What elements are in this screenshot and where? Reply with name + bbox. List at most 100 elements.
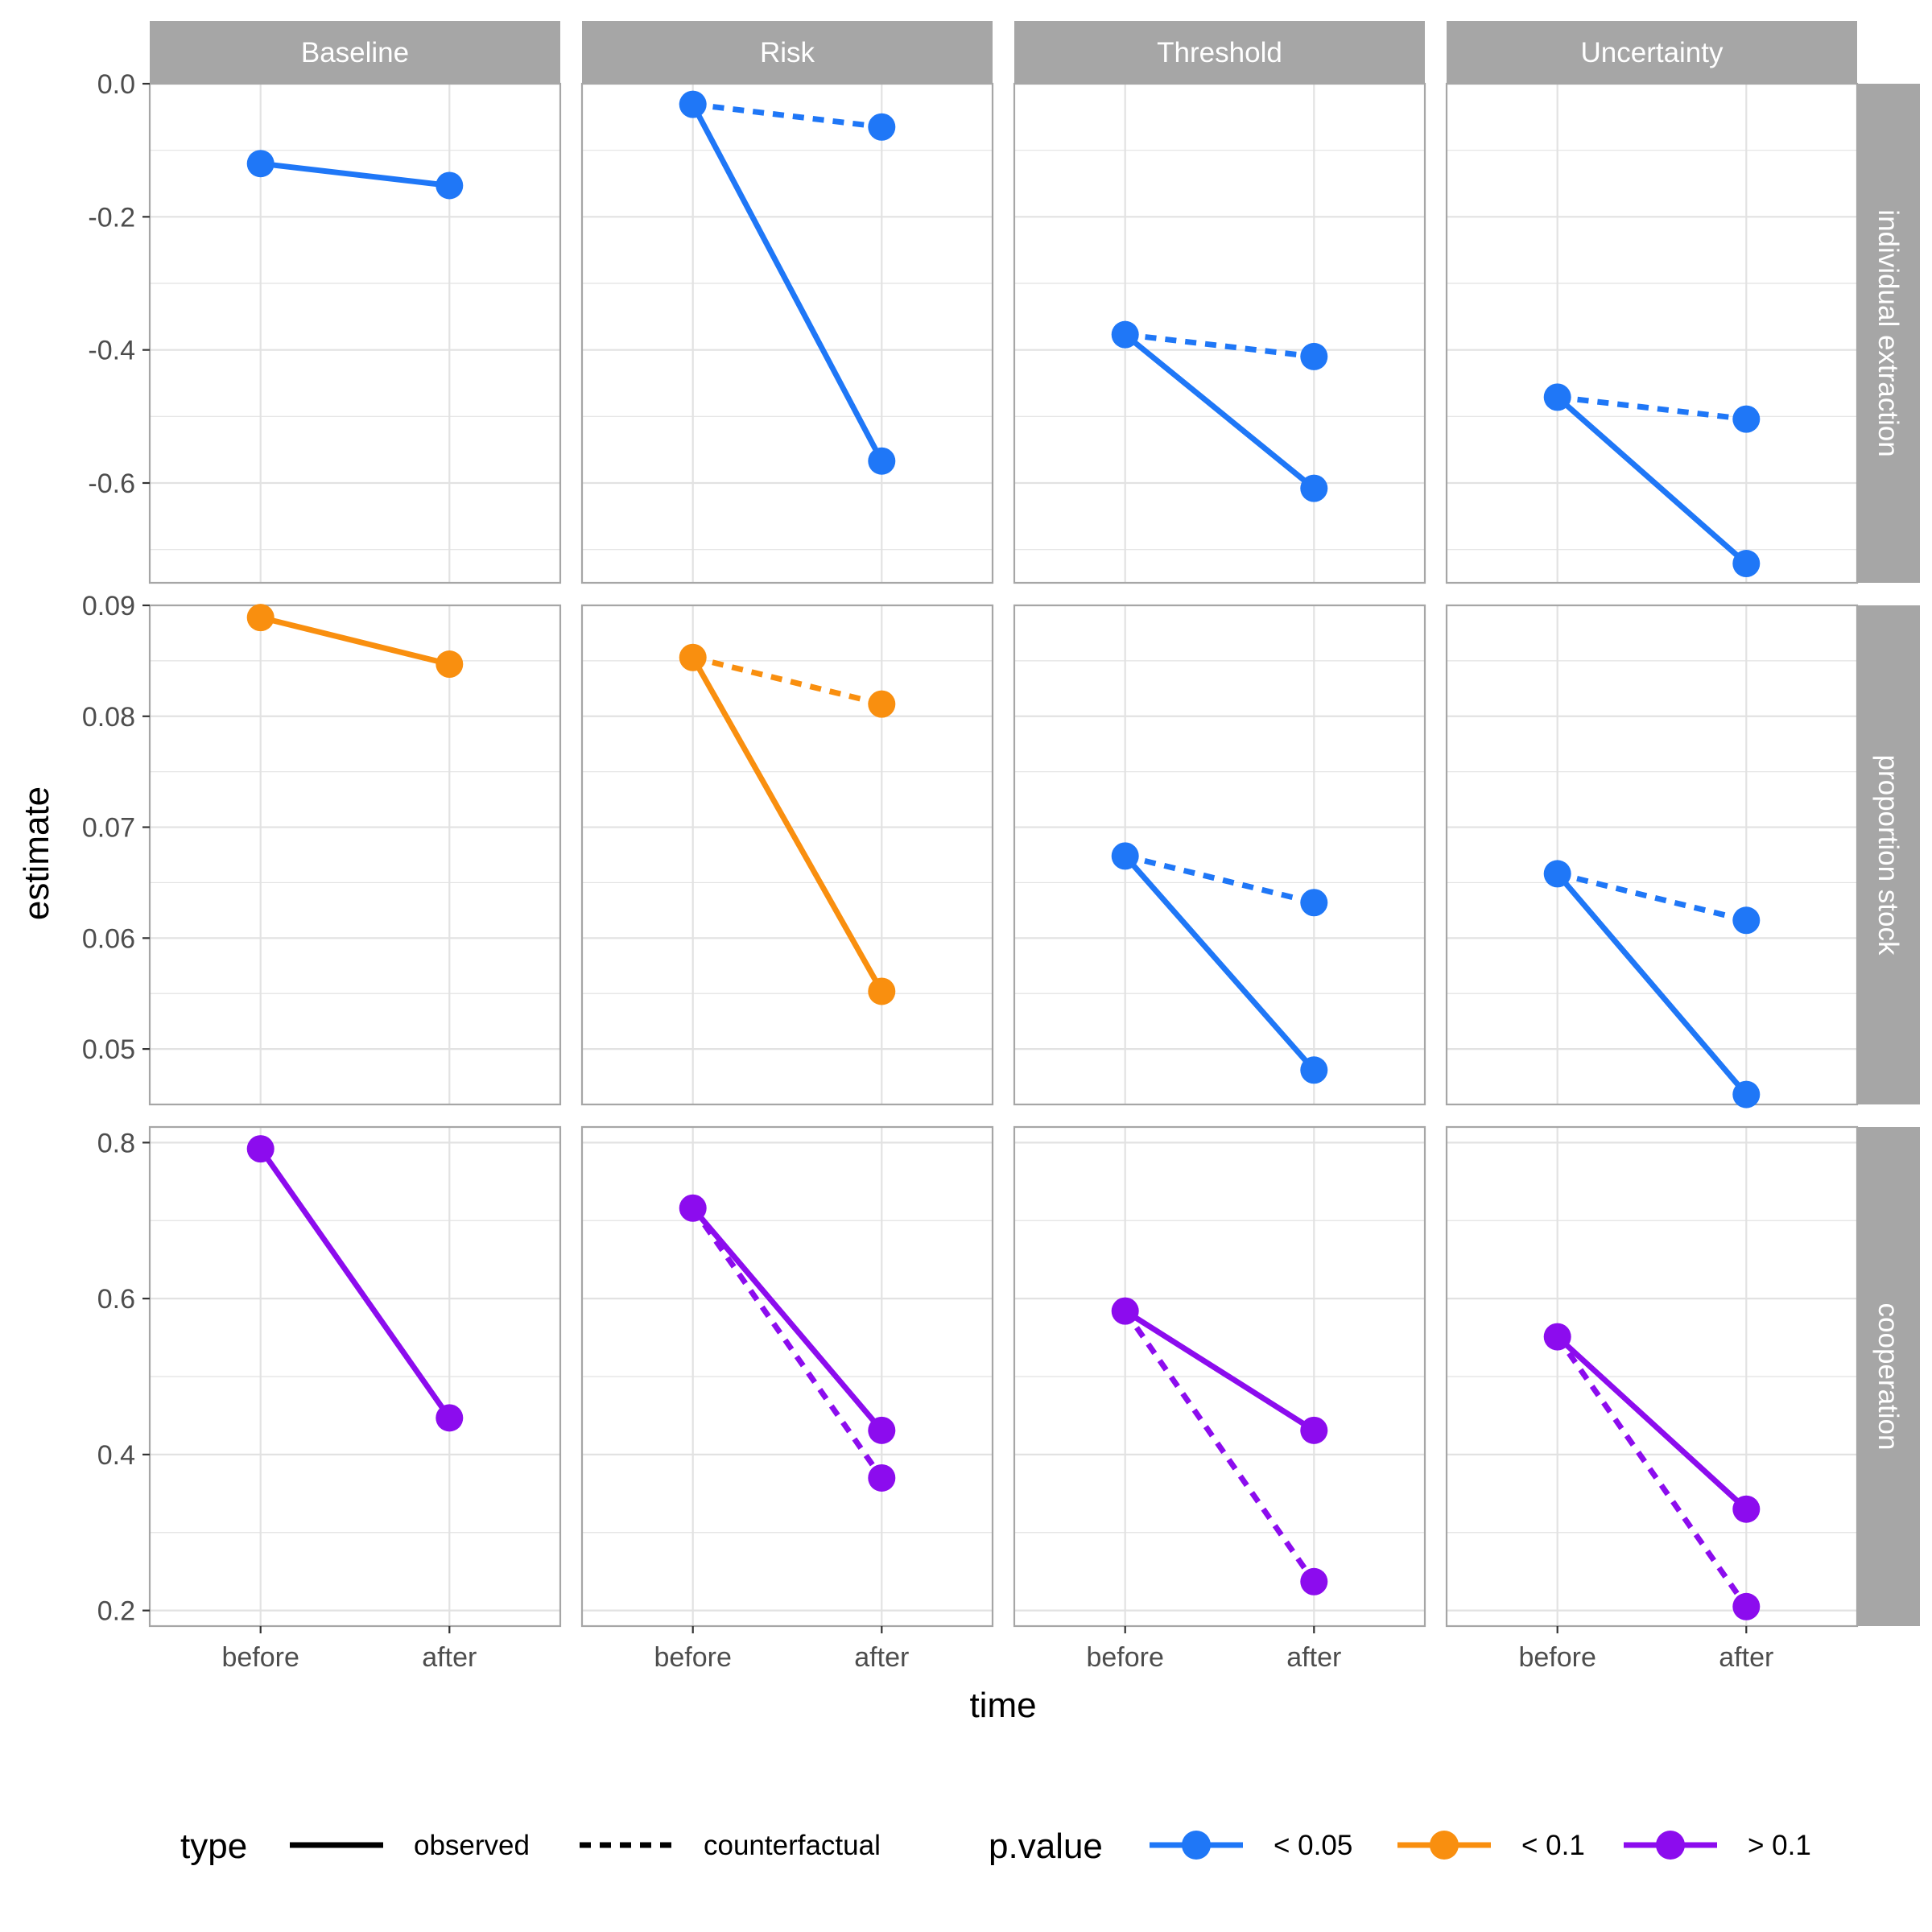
y-axis-title: estimate bbox=[17, 786, 56, 920]
panel-border bbox=[148, 604, 562, 1106]
column-strip bbox=[1447, 21, 1857, 84]
panel-2-3 bbox=[1445, 1125, 1859, 1628]
panel-background bbox=[1447, 605, 1857, 1104]
panel-border bbox=[1013, 1125, 1426, 1628]
y-tick-label: -0.6 bbox=[88, 469, 135, 499]
legend-pvalue-label: < 0.05 bbox=[1274, 1830, 1352, 1861]
y-tick-label: -0.2 bbox=[88, 202, 135, 233]
observed-line bbox=[1555, 1335, 1748, 1512]
counterfactual-point bbox=[1732, 1592, 1761, 1620]
panel-background bbox=[1014, 84, 1425, 583]
series-0-3 bbox=[1543, 383, 1761, 578]
series-2-0 bbox=[246, 1135, 464, 1432]
panel-background bbox=[1447, 84, 1857, 583]
counterfactual-point bbox=[1300, 889, 1328, 917]
observed-point-before bbox=[1543, 383, 1571, 411]
x-tick-label: after bbox=[422, 1642, 477, 1673]
series-2-3 bbox=[1543, 1323, 1761, 1620]
observed-point-before bbox=[1543, 1323, 1571, 1351]
y-tick-label: 0.4 bbox=[97, 1440, 135, 1471]
observed-line bbox=[1123, 1308, 1316, 1433]
legend-pvalue-label: > 0.1 bbox=[1748, 1830, 1811, 1861]
column-strip bbox=[150, 21, 560, 84]
x-axis-title: time bbox=[969, 1686, 1036, 1725]
panel-1-2 bbox=[1013, 604, 1426, 1106]
panel-0-2 bbox=[1013, 82, 1426, 584]
panel-border bbox=[580, 1125, 994, 1628]
observed-point-after bbox=[1732, 1495, 1761, 1523]
observed-point-after bbox=[868, 1416, 896, 1444]
counterfactual-point bbox=[868, 113, 896, 141]
panel-border bbox=[1013, 604, 1426, 1106]
counterfactual-point bbox=[1732, 906, 1761, 935]
panel-background bbox=[150, 84, 560, 583]
counterfactual-line bbox=[1124, 852, 1315, 906]
observed-line bbox=[259, 614, 451, 667]
panel-0-3 bbox=[1445, 82, 1859, 584]
y-tick-label: 0.0 bbox=[97, 69, 135, 100]
observed-point-before bbox=[246, 604, 275, 632]
observed-point-before bbox=[1111, 320, 1139, 349]
panel-1-3 bbox=[1445, 604, 1859, 1106]
row-strip bbox=[1857, 84, 1920, 583]
observed-point-before bbox=[1111, 842, 1139, 870]
legend-pvalue-label: < 0.1 bbox=[1521, 1830, 1585, 1861]
y-tick-label: 0.2 bbox=[97, 1596, 135, 1627]
panel-background bbox=[1014, 605, 1425, 1104]
panels-layer: 0.0 -0.2 -0.4 -0.6 individual extraction 0.09… bbox=[82, 21, 1920, 1673]
observed-line bbox=[1555, 872, 1748, 1096]
column-strip-label: Baseline bbox=[301, 37, 409, 68]
observed-line bbox=[690, 656, 885, 993]
x-tick-label: after bbox=[1719, 1642, 1773, 1673]
panel-2-2 bbox=[1013, 1125, 1426, 1628]
observed-point-before bbox=[246, 1135, 275, 1163]
counterfactual-point bbox=[868, 690, 896, 718]
row-strip bbox=[1857, 1127, 1920, 1626]
series-1-1 bbox=[679, 643, 896, 1005]
observed-point-after bbox=[1300, 1056, 1328, 1084]
series-0-2 bbox=[1111, 320, 1328, 502]
series-2-1 bbox=[679, 1194, 896, 1492]
panel-2-1 bbox=[580, 1125, 994, 1628]
legend-type-label: counterfactual bbox=[704, 1830, 881, 1861]
observed-line bbox=[1123, 332, 1316, 491]
panel-1-1 bbox=[580, 604, 994, 1106]
x-tick-label: before bbox=[221, 1642, 299, 1673]
panel-0-0 bbox=[148, 82, 562, 584]
panel-background bbox=[150, 605, 560, 1104]
y-tick-label: -0.4 bbox=[88, 336, 135, 366]
counterfactual-point bbox=[1300, 1567, 1328, 1596]
counterfactual-line bbox=[1556, 871, 1748, 923]
observed-point-after bbox=[1732, 1080, 1761, 1108]
observed-point-after bbox=[1300, 1416, 1328, 1444]
observed-point-before bbox=[679, 1194, 707, 1222]
series-0-0 bbox=[246, 150, 464, 200]
observed-line bbox=[258, 1147, 452, 1420]
series-1-3 bbox=[1543, 860, 1761, 1108]
row-strip-label: proportion stock bbox=[1872, 754, 1904, 956]
row-strip-label: individual extraction bbox=[1872, 209, 1904, 456]
observed-point-after bbox=[436, 650, 464, 679]
observed-line bbox=[1555, 394, 1748, 566]
y-tick-label: 0.6 bbox=[97, 1284, 135, 1315]
observed-line bbox=[691, 1206, 884, 1433]
panel-background bbox=[582, 84, 993, 583]
observed-point-before bbox=[1111, 1297, 1139, 1325]
legend-pvalue-key-point bbox=[1656, 1831, 1685, 1860]
counterfactual-line bbox=[691, 654, 883, 708]
counterfactual-point bbox=[1732, 405, 1761, 433]
series-2-2 bbox=[1111, 1297, 1328, 1596]
panel-0-1 bbox=[580, 82, 994, 584]
counterfactual-point bbox=[868, 1463, 896, 1492]
series-1-0 bbox=[246, 604, 464, 679]
observed-point-before bbox=[246, 150, 275, 178]
counterfactual-point bbox=[1300, 342, 1328, 370]
x-tick-label: before bbox=[654, 1642, 731, 1673]
legend-pvalue-title: p.value bbox=[989, 1827, 1103, 1866]
y-tick-label: 0.08 bbox=[82, 702, 135, 733]
panel-border bbox=[580, 604, 994, 1106]
y-tick-label: 0.05 bbox=[82, 1034, 135, 1065]
series-0-1 bbox=[679, 90, 896, 475]
counterfactual-line bbox=[1122, 1309, 1317, 1583]
